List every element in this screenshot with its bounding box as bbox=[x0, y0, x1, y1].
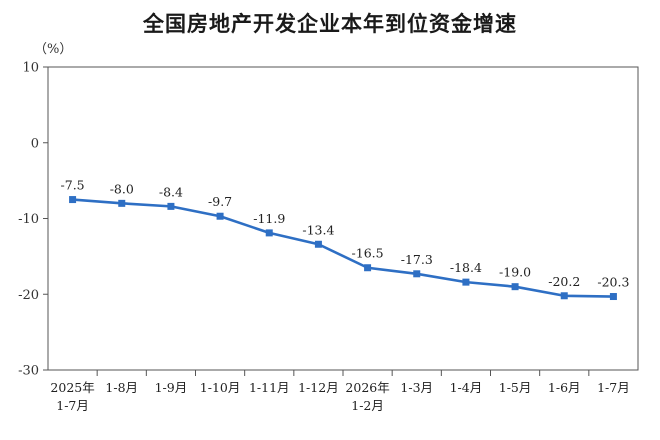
y-tick-label: -10 bbox=[18, 212, 39, 227]
y-tick-label: 0 bbox=[31, 136, 39, 151]
y-tick-label: 10 bbox=[22, 61, 39, 76]
x-tick-label: 1-11月 bbox=[249, 380, 290, 395]
series-layer: -7.5 -8.0 -8.4 -9.7 -11.9 -13.4 -16.5 -17.3 -18.… bbox=[61, 178, 629, 301]
data-point bbox=[560, 292, 568, 300]
y-axis: 10 0 -10 -20 -30 bbox=[18, 61, 48, 379]
plot-frame bbox=[47, 66, 639, 371]
data-point bbox=[69, 196, 77, 204]
x-tick-label: 1-4月 bbox=[450, 380, 483, 395]
x-tick-label: 1-3月 bbox=[400, 380, 433, 395]
data-label: -20.2 bbox=[548, 274, 580, 289]
y-tick-label: -20 bbox=[18, 288, 39, 303]
data-point bbox=[511, 283, 519, 291]
data-label: -8.4 bbox=[159, 184, 183, 199]
data-label: -17.3 bbox=[401, 252, 433, 267]
data-point bbox=[118, 199, 126, 207]
x-tick-label: 1-7月 bbox=[597, 380, 630, 395]
data-label: -8.0 bbox=[110, 181, 134, 196]
x-tick-label: 1-8月 bbox=[105, 380, 138, 395]
data-label: -11.9 bbox=[253, 211, 285, 226]
x-tick-label: 2026年 bbox=[345, 380, 389, 395]
data-point bbox=[364, 264, 372, 272]
data-label: -20.3 bbox=[597, 275, 629, 290]
y-tick-label: -30 bbox=[18, 364, 39, 379]
data-label: -16.5 bbox=[352, 246, 384, 261]
x-tick-label: 1-5月 bbox=[499, 380, 532, 395]
x-tick-label: 1-9月 bbox=[155, 380, 188, 395]
data-point bbox=[216, 212, 224, 220]
data-label: -9.7 bbox=[208, 194, 232, 209]
x-tick-label: 1-2月 bbox=[351, 398, 384, 413]
data-point bbox=[462, 278, 470, 286]
data-point bbox=[413, 270, 421, 278]
data-point bbox=[265, 229, 273, 237]
x-tick-label: 1-10月 bbox=[200, 380, 241, 395]
x-axis: 2025年 1-7月 1-8月 1-9月 1-10月 1-11月 1-12月 2026年 1-2… bbox=[50, 370, 630, 413]
data-label: -13.4 bbox=[302, 222, 334, 237]
chart-title: 全国房地产开发企业本年到位资金增速 bbox=[143, 12, 517, 36]
data-label: -18.4 bbox=[450, 260, 482, 275]
data-point bbox=[609, 293, 617, 301]
data-label: -7.5 bbox=[61, 178, 85, 193]
x-tick-label: 2025年 bbox=[50, 380, 94, 395]
data-point bbox=[167, 202, 175, 210]
x-tick-label: 1-7月 bbox=[56, 398, 89, 413]
x-tick-label: 1-12月 bbox=[298, 380, 339, 395]
x-tick-label: 1-6月 bbox=[548, 380, 581, 395]
y-axis-unit: （%） bbox=[34, 42, 73, 57]
data-label: -19.0 bbox=[499, 265, 531, 280]
data-point bbox=[314, 240, 322, 248]
series-line bbox=[72, 198, 614, 298]
